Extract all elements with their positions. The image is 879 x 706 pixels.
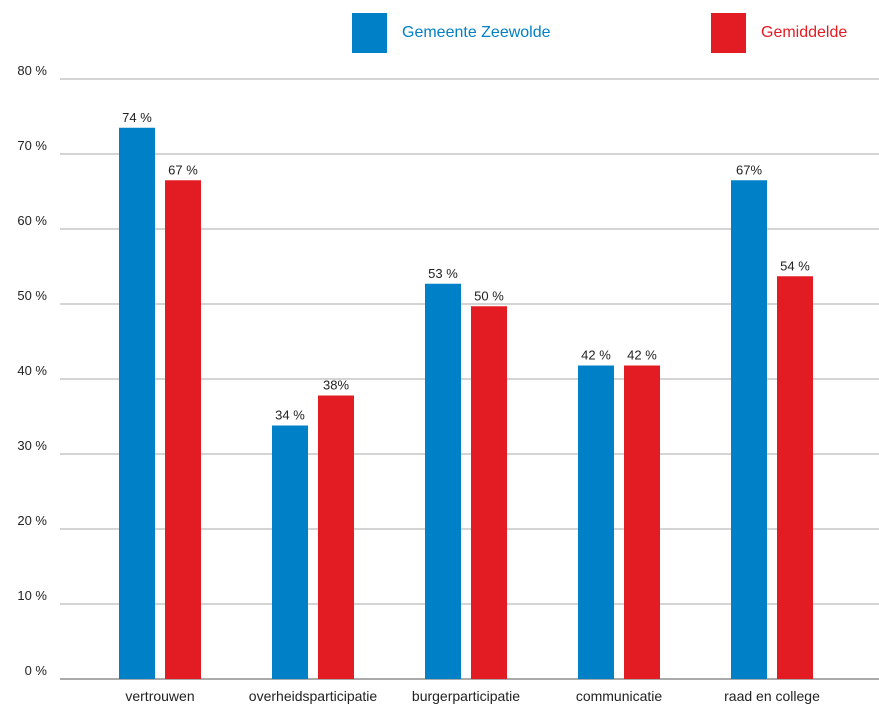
bar	[318, 395, 354, 679]
bar	[731, 180, 767, 679]
x-category-label: vertrouwen	[125, 688, 194, 704]
y-tick-label: 20 %	[17, 513, 47, 528]
bar	[777, 276, 813, 679]
data-label: 67 %	[168, 162, 198, 177]
legend-swatch-gemiddelde	[711, 13, 746, 53]
x-category-label: raad en college	[724, 688, 820, 704]
legend-label-gemeente-zeewolde: Gemeente Zeewolde	[402, 24, 551, 41]
data-label: 50 %	[474, 288, 504, 303]
legend-item-gemiddelde: Gemiddelde	[711, 13, 847, 53]
data-label: 34 %	[275, 408, 305, 423]
bar	[425, 283, 461, 679]
legend-item-gemeente-zeewolde: Gemeente Zeewolde	[352, 13, 551, 53]
data-label: 54 %	[780, 258, 810, 273]
y-tick-label: 60 %	[17, 213, 47, 228]
data-label: 74 %	[122, 110, 152, 125]
x-category-label: communicatie	[576, 688, 663, 704]
bar	[165, 180, 201, 679]
data-label: 38%	[323, 378, 349, 393]
data-label: 42 %	[581, 348, 611, 363]
y-tick-label: 10 %	[17, 588, 47, 603]
y-tick-label: 70 %	[17, 138, 47, 153]
data-label: 53 %	[428, 266, 458, 281]
y-tick-label: 40 %	[17, 363, 47, 378]
x-category-label: burgerparticipatie	[412, 688, 520, 704]
y-tick-label: 80 %	[17, 63, 47, 78]
y-tick-label: 0 %	[25, 663, 48, 678]
bar	[272, 425, 308, 679]
bar	[578, 365, 614, 679]
legend-swatch-gemeente-zeewolde	[352, 13, 387, 53]
legend-label-gemiddelde: Gemiddelde	[761, 24, 848, 41]
bar	[119, 127, 155, 679]
y-tick-label: 50 %	[17, 288, 47, 303]
x-category-label: overheidsparticipatie	[249, 688, 378, 704]
bar	[471, 306, 507, 679]
y-tick-label: 30 %	[17, 438, 47, 453]
data-label: 67%	[736, 162, 762, 177]
bar	[624, 365, 660, 679]
data-label: 42 %	[627, 348, 657, 363]
